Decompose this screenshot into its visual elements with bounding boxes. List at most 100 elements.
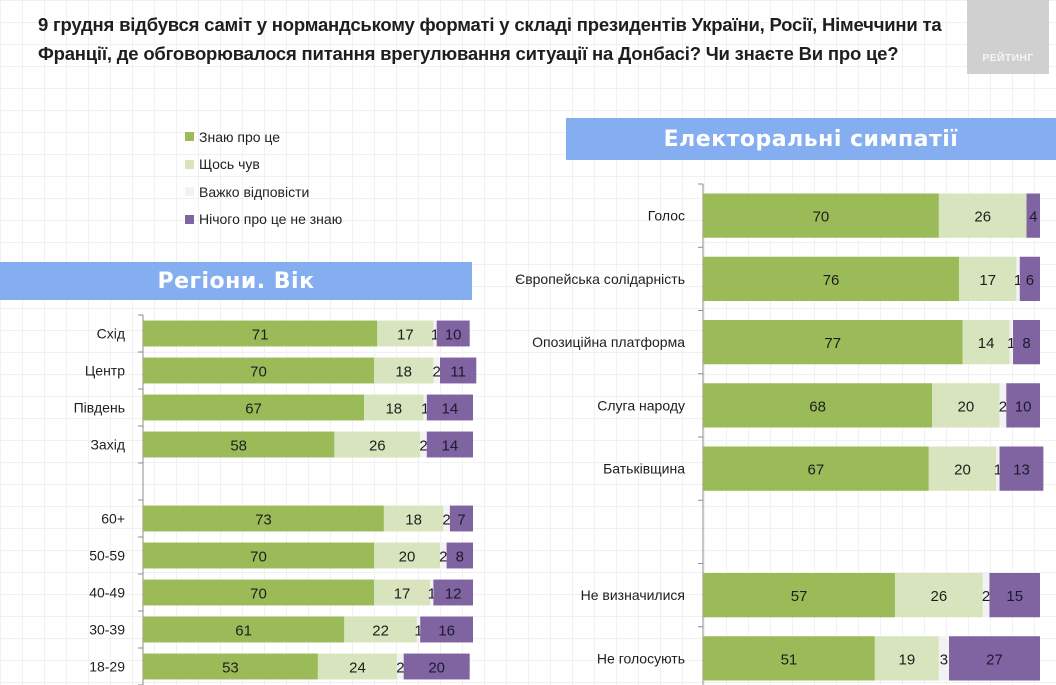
bar-segment-знаю-про-це (143, 505, 384, 532)
legend-item-know: Знаю про це (185, 118, 342, 156)
bar-segment-важко-відповісти (420, 431, 427, 458)
legend-label: Щось чув (199, 156, 260, 173)
data-label: 70 (813, 209, 830, 226)
bar-segment-нічого-про-це-не-знаю (403, 653, 470, 680)
data-label: 61 (235, 623, 252, 640)
bar-segment-важко-відповісти (1016, 256, 1020, 302)
data-label: 14 (442, 401, 459, 418)
data-label: 1 (421, 401, 429, 418)
category-label: Центр (85, 363, 125, 379)
data-label: 1 (414, 623, 422, 640)
data-label: 10 (1015, 398, 1032, 415)
category-label: Голос (648, 208, 685, 224)
data-label: 1 (1007, 335, 1015, 352)
bar-segment-щось-чув (895, 572, 983, 618)
bar-segment-нічого-про-це-не-знаю (1013, 319, 1040, 365)
section-banner-regions-age: Регіони. Вік (0, 262, 472, 300)
category-label: 50-59 (89, 548, 125, 564)
category-label: Опозиційна платформа (532, 334, 685, 350)
data-label: 1 (1014, 272, 1022, 289)
category-label: 60+ (101, 511, 125, 527)
data-label: 76 (823, 272, 840, 289)
data-label: 67 (808, 462, 825, 479)
data-label: 20 (958, 398, 975, 415)
data-label: 53 (222, 660, 239, 677)
bar-segment-важко-відповісти (433, 320, 437, 347)
data-label: 2 (999, 398, 1007, 415)
data-label: 2 (442, 512, 450, 529)
bar-segment-нічого-про-це-не-знаю (1019, 256, 1040, 302)
chart-legend: Знаю про це Щось чув Важко відповісти Ні… (185, 118, 342, 238)
data-label: 8 (456, 549, 464, 566)
legend-swatch-know (185, 132, 194, 142)
bar-segment-нічого-про-це-не-знаю (449, 505, 473, 532)
data-label: 26 (369, 438, 386, 455)
data-label: 17 (394, 586, 411, 603)
bar-segment-нічого-про-це-не-знаю (433, 579, 473, 606)
bar-segment-знаю-про-це (703, 636, 875, 681)
data-label: 8 (1022, 335, 1030, 352)
category-label: Батьківщина (603, 461, 685, 477)
bar-segment-важко-відповісти (440, 542, 447, 569)
bar-segment-щось-чув (374, 579, 431, 606)
bar-segment-важко-відповісти (999, 383, 1007, 428)
data-label: 3 (940, 651, 948, 668)
page-title: 9 грудня відбувся саміт у нормандському … (38, 14, 942, 64)
legend-item-heard: Щось чув (185, 146, 342, 184)
bar-segment-нічого-про-це-не-знаю (446, 542, 473, 569)
category-label: Захід (90, 437, 125, 453)
bar-segment-знаю-про-це (143, 653, 318, 680)
data-label: 18 (385, 401, 402, 418)
data-label: 2 (396, 660, 404, 677)
logo-text: РЕЙТИНГ (982, 52, 1034, 64)
bar-segment-щось-чув (317, 653, 398, 680)
data-label: 70 (250, 364, 267, 381)
bar-segment-щось-чув (928, 446, 997, 491)
legend-swatch-hard-to-say (185, 187, 194, 197)
data-label: 1 (428, 586, 436, 603)
bar-segment-нічого-про-це-не-знаю (426, 431, 473, 458)
data-label: 20 (428, 660, 445, 677)
bar-segment-щось-чув (874, 636, 939, 681)
bar-segment-знаю-про-це (703, 446, 929, 491)
data-label: 26 (974, 209, 991, 226)
legend-label: Знаю про це (199, 128, 281, 145)
data-label: 10 (445, 327, 462, 344)
data-label: 2 (433, 364, 441, 381)
data-label: 57 (791, 588, 808, 605)
data-label: 18 (405, 512, 422, 529)
data-label: 19 (899, 651, 916, 668)
data-label: 14 (442, 438, 459, 455)
data-label: 1 (431, 327, 439, 344)
data-label: 17 (979, 272, 996, 289)
bar-segment-важко-відповісти (416, 616, 421, 643)
data-label: 4 (1029, 209, 1037, 226)
data-label: 26 (931, 588, 948, 605)
data-label: 6 (1026, 272, 1034, 289)
section-banner-electoral: Електоральні симпатії (566, 118, 1056, 160)
bar-segment-знаю-про-це (143, 394, 365, 421)
bar-segment-щось-чув (334, 431, 421, 458)
data-label: 2 (419, 438, 427, 455)
data-label: 2 (439, 549, 447, 566)
bar-segment-щось-чув (932, 383, 1000, 428)
bar-segment-важко-відповісти (397, 653, 404, 680)
legend-item-dont-know: Нічого про це не знаю (185, 201, 342, 239)
bar-segment-важко-відповісти (443, 505, 450, 532)
data-label: 73 (255, 512, 272, 529)
bar-segment-нічого-про-це-не-знаю (426, 394, 473, 421)
bar-segment-щось-чув (344, 616, 417, 643)
bar-segment-щось-чув (959, 256, 1017, 302)
data-label: 71 (252, 327, 269, 344)
bar-segment-знаю-про-це (143, 357, 374, 384)
category-label: 18-29 (89, 659, 125, 675)
category-label: Європейська солідарність (515, 271, 685, 287)
bar-segment-важко-відповісти (430, 579, 434, 606)
category-label: Слуга народу (597, 397, 685, 413)
data-label: 20 (399, 549, 416, 566)
bar-segment-важко-відповісти (423, 394, 427, 421)
data-label: 14 (978, 335, 995, 352)
legend-swatch-dont-know (185, 214, 194, 224)
